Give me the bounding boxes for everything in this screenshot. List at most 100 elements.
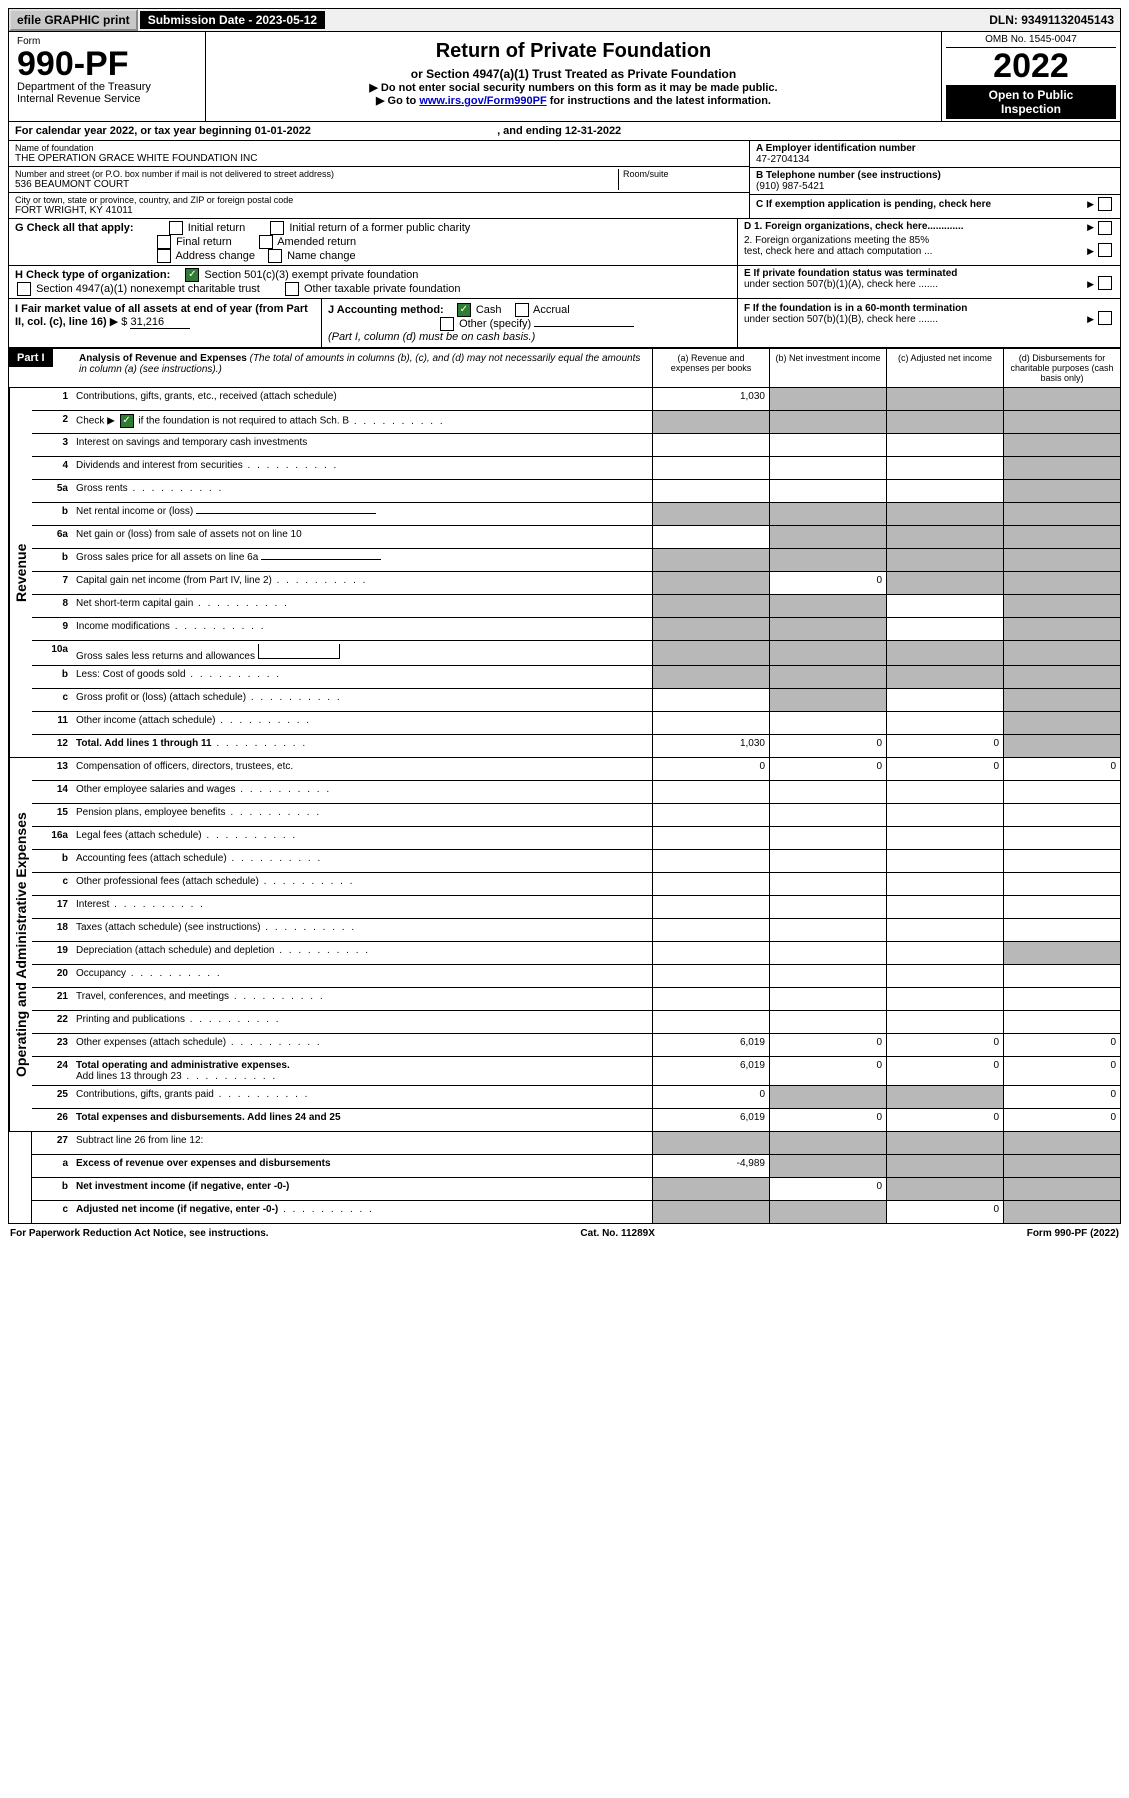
line-6b: Gross sales price for all assets on line… (72, 549, 652, 571)
sch-b-checkbox[interactable] (120, 414, 134, 428)
501c3-label: Section 501(c)(3) exempt private foundat… (204, 269, 418, 281)
part1-header: Part I Analysis of Revenue and Expenses … (8, 348, 1121, 388)
4947a1-checkbox[interactable] (17, 282, 31, 296)
name-change-checkbox[interactable] (268, 249, 282, 263)
l27c-c: 0 (886, 1201, 1003, 1223)
phone-value: (910) 987-5421 (756, 181, 1114, 192)
col-c-header: (c) Adjusted net income (886, 349, 1003, 387)
initial-return-former-checkbox[interactable] (270, 221, 284, 235)
top-bar: efile GRAPHIC print Submission Date - 20… (8, 8, 1121, 32)
status-terminated-checkbox[interactable] (1098, 276, 1112, 290)
l12-b: 0 (769, 735, 886, 757)
name-label: Name of foundation (15, 143, 743, 153)
line-27b: Net investment income (if negative, ente… (72, 1178, 652, 1200)
revenue-side-label: Revenue (9, 388, 32, 757)
d1-label: D 1. Foreign organizations, check here..… (744, 221, 964, 235)
tax-year: 2022 (946, 48, 1116, 85)
foreign-85-checkbox[interactable] (1098, 243, 1112, 257)
line-18: Taxes (attach schedule) (see instruction… (72, 919, 652, 941)
l26-a: 6,019 (652, 1109, 769, 1131)
address-label: Number and street (or P.O. box number if… (15, 169, 618, 179)
line-8: Net short-term capital gain (72, 595, 652, 617)
l13-c: 0 (886, 758, 1003, 780)
street-address: 536 BEAUMONT COURT (15, 179, 618, 190)
line-21: Travel, conferences, and meetings (72, 988, 652, 1010)
form-ref: Form 990-PF (2022) (1027, 1228, 1119, 1239)
line-14: Other employee salaries and wages (72, 781, 652, 803)
amended-return-checkbox[interactable] (259, 235, 273, 249)
l24-d: 0 (1003, 1057, 1120, 1085)
irs-link[interactable]: www.irs.gov/Form990PF (419, 95, 546, 107)
line-27-section: 27Subtract line 26 from line 12: aExcess… (8, 1132, 1121, 1224)
l7-b: 0 (769, 572, 886, 594)
opex-side-label: Operating and Administrative Expenses (9, 758, 32, 1131)
foundation-name: THE OPERATION GRACE WHITE FOUNDATION INC (15, 153, 743, 164)
l26-d: 0 (1003, 1109, 1120, 1131)
city-state-zip: FORT WRIGHT, KY 41011 (15, 205, 743, 216)
cash-checkbox[interactable] (457, 303, 471, 317)
l23-a: 6,019 (652, 1034, 769, 1056)
part1-title: Analysis of Revenue and Expenses (79, 353, 247, 364)
line-16b: Accounting fees (attach schedule) (72, 850, 652, 872)
line-4: Dividends and interest from securities (72, 457, 652, 479)
l12-a: 1,030 (652, 735, 769, 757)
ein-label: A Employer identification number (756, 143, 1114, 154)
paperwork-notice: For Paperwork Reduction Act Notice, see … (10, 1228, 269, 1239)
room-label: Room/suite (623, 169, 743, 179)
line-17: Interest (72, 896, 652, 918)
name-change-label: Name change (287, 250, 356, 262)
line-7: Capital gain net income (from Part IV, l… (72, 572, 652, 594)
initial-return-former-label: Initial return of a former public charit… (289, 222, 470, 234)
f-label-1: F If the foundation is in a 60-month ter… (744, 303, 967, 314)
line-15: Pension plans, employee benefits (72, 804, 652, 826)
other-taxable-checkbox[interactable] (285, 282, 299, 296)
l13-d: 0 (1003, 758, 1120, 780)
line-26: Total expenses and disbursements. Add li… (72, 1109, 652, 1131)
line-25: Contributions, gifts, grants paid (72, 1086, 652, 1108)
exemption-pending-checkbox[interactable] (1098, 197, 1112, 211)
fmv-accounting-row: I Fair market value of all assets at end… (8, 299, 1121, 348)
4947a1-label: Section 4947(a)(1) nonexempt charitable … (36, 283, 260, 295)
line-13: Compensation of officers, directors, tru… (72, 758, 652, 780)
final-return-checkbox[interactable] (157, 235, 171, 249)
dept-irs: Internal Revenue Service (17, 93, 197, 105)
goto-link-line: ▶ Go to www.irs.gov/Form990PF for instru… (214, 94, 933, 107)
line-1: Contributions, gifts, grants, etc., rece… (72, 388, 652, 410)
accrual-label: Accrual (533, 304, 570, 316)
entity-box: Name of foundation THE OPERATION GRACE W… (8, 141, 1121, 219)
l27b-b: 0 (769, 1178, 886, 1200)
other-taxable-label: Other taxable private foundation (304, 283, 461, 295)
j-label: J Accounting method: (328, 304, 444, 316)
line-24: Total operating and administrative expen… (72, 1057, 652, 1085)
arrow-icon (1087, 245, 1096, 257)
line-16c: Other professional fees (attach schedule… (72, 873, 652, 895)
l26-b: 0 (769, 1109, 886, 1131)
line-5b: Net rental income or (loss) (72, 503, 652, 525)
other-method-checkbox[interactable] (440, 317, 454, 331)
col-a-header: (a) Revenue and expenses per books (652, 349, 769, 387)
501c3-checkbox[interactable] (185, 268, 199, 282)
line-10a: Gross sales less returns and allowances (72, 641, 652, 665)
e-label-1: E If private foundation status was termi… (744, 268, 957, 279)
address-change-checkbox[interactable] (157, 249, 171, 263)
section-h-e: H Check type of organization: Section 50… (8, 266, 1121, 299)
final-return-label: Final return (176, 236, 232, 248)
l1-a: 1,030 (652, 388, 769, 410)
amended-return-label: Amended return (277, 236, 356, 248)
60-month-checkbox[interactable] (1098, 311, 1112, 325)
l13-b: 0 (769, 758, 886, 780)
city-label: City or town, state or province, country… (15, 195, 743, 205)
opex-section: Operating and Administrative Expenses 13… (8, 758, 1121, 1132)
fmv-value: 31,216 (130, 316, 190, 329)
efile-print-button[interactable]: efile GRAPHIC print (9, 9, 138, 31)
ein-value: 47-2704134 (756, 154, 1114, 165)
l23-d: 0 (1003, 1034, 1120, 1056)
ssn-warning: ▶ Do not enter social security numbers o… (214, 81, 933, 94)
h-label: H Check type of organization: (15, 269, 170, 281)
accrual-checkbox[interactable] (515, 303, 529, 317)
l27a-a: -4,989 (652, 1155, 769, 1177)
foreign-org-checkbox[interactable] (1098, 221, 1112, 235)
initial-return-checkbox[interactable] (169, 221, 183, 235)
l24-a: 6,019 (652, 1057, 769, 1085)
l25-a: 0 (652, 1086, 769, 1108)
